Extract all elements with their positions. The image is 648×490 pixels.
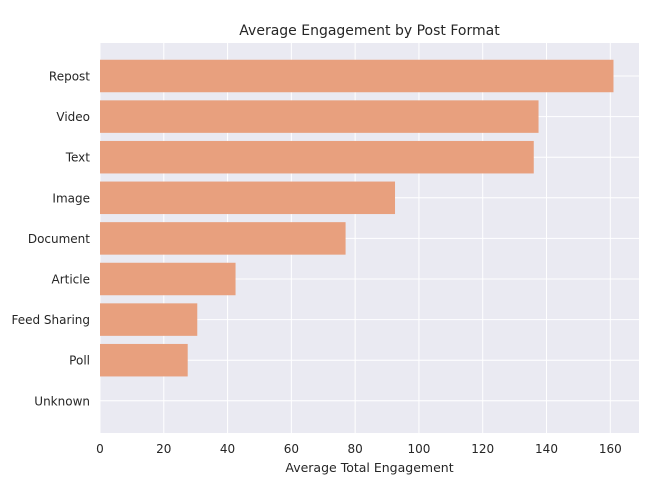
bar-feed-sharing [100, 303, 198, 336]
x-tick-label: 80 [348, 442, 363, 456]
y-tick-label: Feed Sharing [11, 313, 90, 327]
x-tick-label: 60 [284, 442, 299, 456]
y-tick-label: Poll [69, 354, 90, 368]
x-axis-title: Average Total Engagement [285, 460, 453, 475]
x-tick-label: 0 [96, 442, 104, 456]
bar-text [100, 140, 534, 174]
x-tick-labels: 0 20 40 60 80 100 120 140 160 [96, 442, 622, 456]
y-tick-label: Image [52, 191, 90, 205]
x-tick-label: 40 [220, 442, 235, 456]
x-tick-label: 100 [407, 442, 430, 456]
y-tick-label: Document [28, 232, 90, 246]
bar-document [100, 222, 346, 255]
bar-repost [100, 59, 614, 93]
y-tick-label: Text [65, 151, 91, 165]
x-tick-label: 160 [599, 442, 622, 456]
y-tick-label: Unknown [34, 394, 90, 408]
x-tick-label: 20 [156, 442, 171, 456]
chart-title: Average Engagement by Post Format [239, 23, 500, 39]
bars [100, 59, 614, 377]
x-tick-label: 120 [471, 442, 494, 456]
bar-article [100, 262, 236, 296]
x-tick-label: 140 [535, 442, 558, 456]
y-tick-labels: Repost Video Text Image Document Article Feed … [11, 70, 90, 409]
bar-poll [100, 343, 188, 377]
y-tick-label: Repost [49, 70, 90, 84]
y-tick-label: Article [52, 273, 91, 287]
y-tick-label: Video [56, 110, 90, 124]
bar-image [100, 181, 396, 215]
bar-video [100, 100, 539, 133]
